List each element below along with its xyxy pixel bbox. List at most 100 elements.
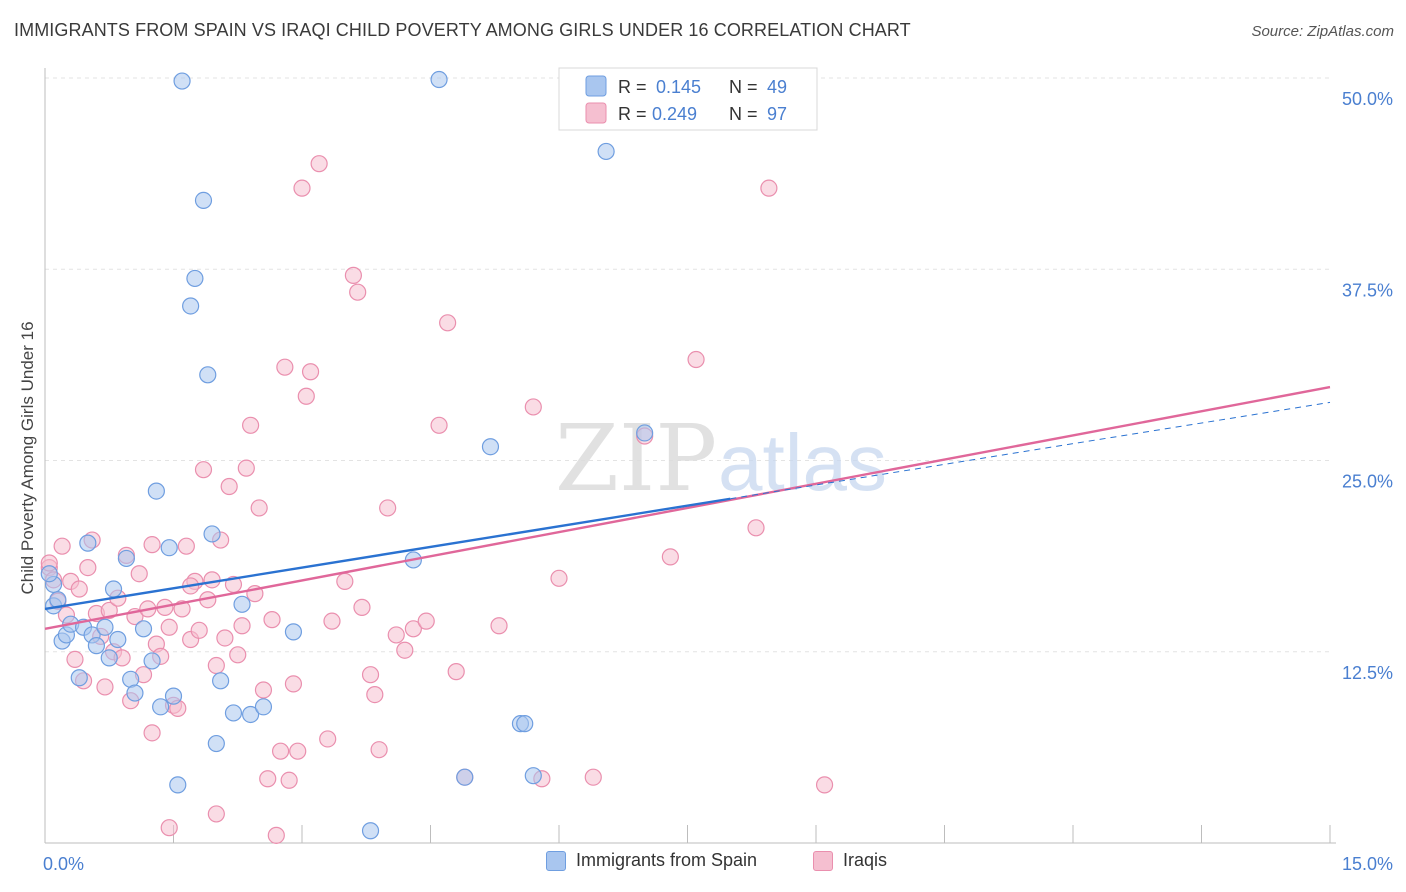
spain-trend-line <box>44 497 731 611</box>
iraqi-point <box>284 675 303 693</box>
iraqi-point <box>143 536 161 554</box>
iraqi-point <box>336 572 354 590</box>
iraqi-point <box>344 266 362 284</box>
iraqi-point <box>447 663 465 681</box>
iraqi-point <box>280 771 298 789</box>
iraqi-point <box>177 537 195 555</box>
data-points <box>40 70 834 844</box>
legend-r-label-1: R = <box>618 77 647 97</box>
iraqi-point <box>430 416 448 434</box>
iraqi-point <box>216 629 234 647</box>
iraqi-point <box>194 461 213 479</box>
spain-point <box>224 704 243 722</box>
iraqi-point <box>160 618 178 636</box>
iraqi-point <box>100 601 118 620</box>
legend-n-label-2: N = <box>729 104 758 124</box>
spain-point <box>147 482 165 500</box>
iraqi-point <box>160 819 178 837</box>
iraqi-point <box>267 826 285 844</box>
spain-point <box>160 539 178 557</box>
iraqi-point <box>319 730 337 748</box>
iraqi-point <box>387 626 405 644</box>
spain-point <box>203 525 221 543</box>
legend-item-spain: Immigrants from Spain <box>546 850 757 871</box>
spain-point <box>186 269 204 288</box>
legend-item-iraqis: Iraqis <box>813 850 887 871</box>
y-tick-label: 25.0% <box>1342 472 1393 492</box>
spain-point <box>79 534 97 552</box>
y-tick-label: 50.0% <box>1342 89 1393 109</box>
legend-label-iraqis: Iraqis <box>843 850 888 870</box>
legend-r-label-2: R = <box>618 104 647 124</box>
iraqi-point <box>271 742 290 760</box>
iraqi-point <box>687 350 705 369</box>
spain-point <box>233 595 251 613</box>
iraqi-point <box>259 770 277 788</box>
iraqi-point <box>760 179 778 197</box>
spain-point <box>597 142 615 161</box>
spain-point <box>254 698 273 716</box>
iraqi-point <box>815 776 834 794</box>
iraqi-point <box>417 612 435 630</box>
spain-point <box>117 549 135 568</box>
spain-point <box>100 649 118 667</box>
legend-r-value-1: 0.145 <box>656 77 701 97</box>
iraqi-point <box>584 768 602 786</box>
iraqi-point <box>276 358 294 376</box>
iraqi-point <box>233 617 251 635</box>
iraqi-point <box>490 617 508 635</box>
spain-point <box>516 715 534 733</box>
trend-lines <box>44 385 1331 630</box>
legend-swatch-iraqis <box>813 850 833 871</box>
iraqi-point <box>323 612 341 630</box>
iraqi-point <box>661 548 679 566</box>
spain-point <box>126 684 144 702</box>
iraqi-point <box>220 477 238 496</box>
spain-point <box>104 580 123 598</box>
iraqi-point <box>550 569 568 587</box>
spain-point <box>169 776 187 794</box>
iraqi-point <box>297 387 315 405</box>
series-legend: Immigrants from Spain Iraqis <box>0 850 1406 880</box>
spain-point <box>194 191 213 209</box>
legend-swatch-pink <box>585 102 607 124</box>
spain-point <box>40 565 58 583</box>
iraqi-point <box>301 363 320 381</box>
iraqi-point <box>79 558 97 577</box>
iraqi-point <box>747 519 765 537</box>
spain-point <box>456 768 474 786</box>
watermark-atlas: atlas <box>718 418 887 507</box>
spain-point <box>212 672 230 690</box>
iraqi-point <box>207 656 225 675</box>
iraqi-point <box>353 598 371 616</box>
spain-point <box>164 687 183 705</box>
iraqi-point <box>130 565 148 583</box>
spain-point <box>361 822 380 840</box>
spain-point <box>199 366 217 384</box>
iraqi-point <box>289 742 307 760</box>
iraqi-point <box>254 681 273 699</box>
iraqi-point <box>250 499 268 517</box>
correlation-legend: R = 0.145 N = 49 R = 0.249 N = 97 <box>558 67 818 131</box>
spain-point <box>134 620 153 638</box>
iraqi-point <box>396 641 414 659</box>
iraqi-point <box>66 650 84 669</box>
iraqi-point <box>190 621 208 639</box>
spain-point <box>636 424 654 442</box>
spain-point <box>70 669 88 687</box>
spain-point <box>109 630 127 649</box>
grid-lines <box>45 77 1330 653</box>
y-tick-label: 37.5% <box>1342 280 1393 300</box>
spain-point <box>152 698 170 716</box>
iraqi-point <box>310 155 328 173</box>
iraqi-point <box>203 571 221 589</box>
y-axis-title: Child Poverty Among Girls Under 16 <box>18 321 37 594</box>
iraqi-point <box>524 398 542 416</box>
iraqi-point <box>237 459 255 477</box>
spain-point <box>173 72 191 90</box>
spain-point <box>481 438 500 456</box>
iraqi-point <box>349 283 367 301</box>
legend-r-value-2: 0.249 <box>652 104 697 124</box>
iraqi-point <box>229 646 247 664</box>
spain-point <box>207 734 225 753</box>
